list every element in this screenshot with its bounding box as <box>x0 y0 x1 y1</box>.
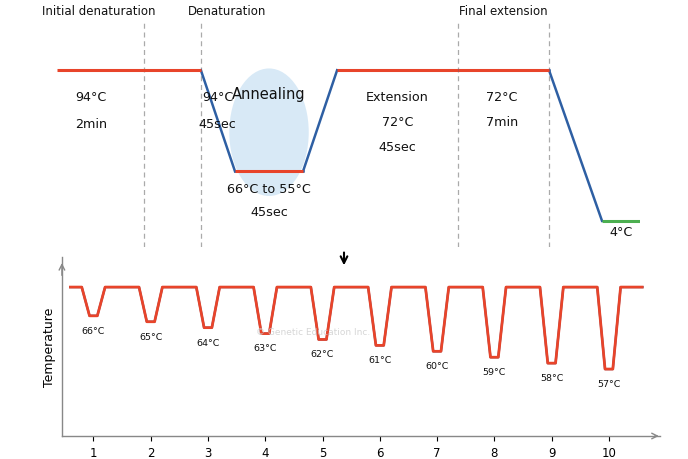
Text: Annealing: Annealing <box>232 87 306 101</box>
Text: 57°C: 57°C <box>597 379 621 388</box>
Text: 61°C: 61°C <box>368 355 391 364</box>
Text: 45sec: 45sec <box>250 206 288 219</box>
Text: 60°C: 60°C <box>425 361 449 370</box>
Text: 72°C: 72°C <box>486 91 518 104</box>
Text: 65°C: 65°C <box>139 332 162 341</box>
Text: © Genetic Education Inc.: © Genetic Education Inc. <box>256 328 370 337</box>
Text: 45sec: 45sec <box>379 140 416 154</box>
Text: 62°C: 62°C <box>311 350 334 358</box>
Text: Extension: Extension <box>366 91 429 104</box>
Ellipse shape <box>229 69 309 196</box>
Text: Initial denaturation: Initial denaturation <box>42 5 155 18</box>
Text: 64°C: 64°C <box>196 338 219 347</box>
Text: 66°C to 55°C: 66°C to 55°C <box>227 183 311 196</box>
Text: 58°C: 58°C <box>540 373 563 382</box>
Text: 94°C: 94°C <box>76 91 107 104</box>
Text: 2min: 2min <box>75 118 107 131</box>
Text: 66°C: 66°C <box>82 326 105 335</box>
Text: 72°C: 72°C <box>382 116 413 129</box>
Text: 7min: 7min <box>486 116 518 129</box>
Text: 59°C: 59°C <box>483 367 506 376</box>
Text: Final extension: Final extension <box>460 5 548 18</box>
Y-axis label: Temperature: Temperature <box>43 307 56 386</box>
Text: 4°C: 4°C <box>610 225 632 238</box>
Text: Denaturation: Denaturation <box>189 5 266 18</box>
Text: 94°C: 94°C <box>202 91 233 104</box>
Text: 63°C: 63°C <box>253 344 277 353</box>
Text: 45sec: 45sec <box>199 118 237 131</box>
